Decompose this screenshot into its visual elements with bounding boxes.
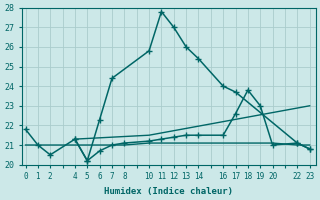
X-axis label: Humidex (Indice chaleur): Humidex (Indice chaleur) — [104, 187, 233, 196]
